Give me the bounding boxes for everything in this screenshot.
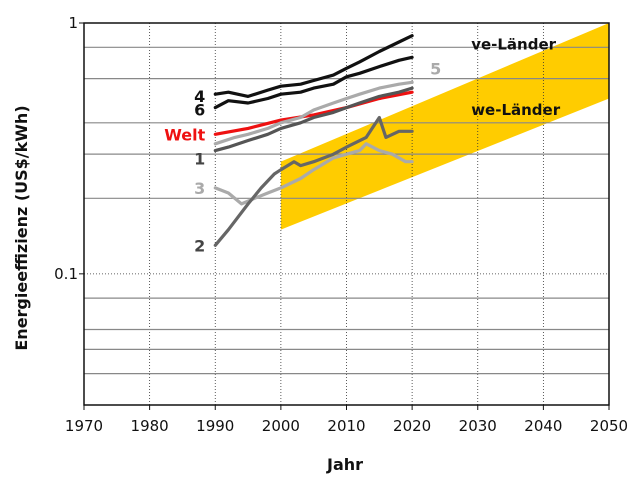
x-tick-label: 2000 — [262, 417, 300, 435]
region-label: ve-Länder — [471, 36, 556, 54]
x-tick-label: 1990 — [196, 417, 234, 435]
series-line-welt — [213, 90, 414, 136]
label-layer: 46 Welt 1 5 3 2 ve-Länder we-Länder — [164, 36, 561, 256]
y-axis-title: Energieeffizienz (US$/kWh) — [12, 105, 31, 350]
series-label-3: 3 — [194, 179, 205, 198]
series-label-6: 6 — [194, 101, 205, 120]
x-tick-label: 2040 — [524, 417, 562, 435]
series-line-1 — [213, 86, 414, 153]
series-line-3 — [213, 142, 414, 206]
x-tick-label: 1980 — [131, 417, 169, 435]
region-layer — [280, 23, 609, 230]
series-line-6 — [213, 55, 414, 110]
region-label: we-Länder — [471, 101, 561, 119]
series-layer — [213, 34, 414, 247]
series-line-5 — [213, 80, 414, 146]
x-tick-label: 2050 — [590, 417, 628, 435]
x-tick-label: 1970 — [65, 417, 103, 435]
series-line-2 — [213, 115, 414, 247]
y-tick-label: 0.1 — [54, 265, 78, 283]
series-label-welt: Welt — [164, 125, 205, 144]
y-tick-label: 1 — [68, 14, 78, 32]
series-label-4: 4 — [194, 87, 205, 106]
projection-band — [280, 23, 609, 230]
series-label-5: 5 — [430, 59, 441, 78]
series-label-1: 1 — [194, 150, 205, 169]
tick-layer: 1970 1980 1990 2000 2010 2020 2030 2040 2050 1 0.1 — [54, 14, 628, 435]
x-axis-title: Jahr — [326, 455, 363, 474]
x-tick-label: 2020 — [393, 417, 431, 435]
x-tick-label: 2010 — [327, 417, 365, 435]
x-tick-label: 2030 — [459, 417, 497, 435]
series-line-4 — [213, 34, 414, 98]
series-label-2: 2 — [194, 236, 205, 255]
